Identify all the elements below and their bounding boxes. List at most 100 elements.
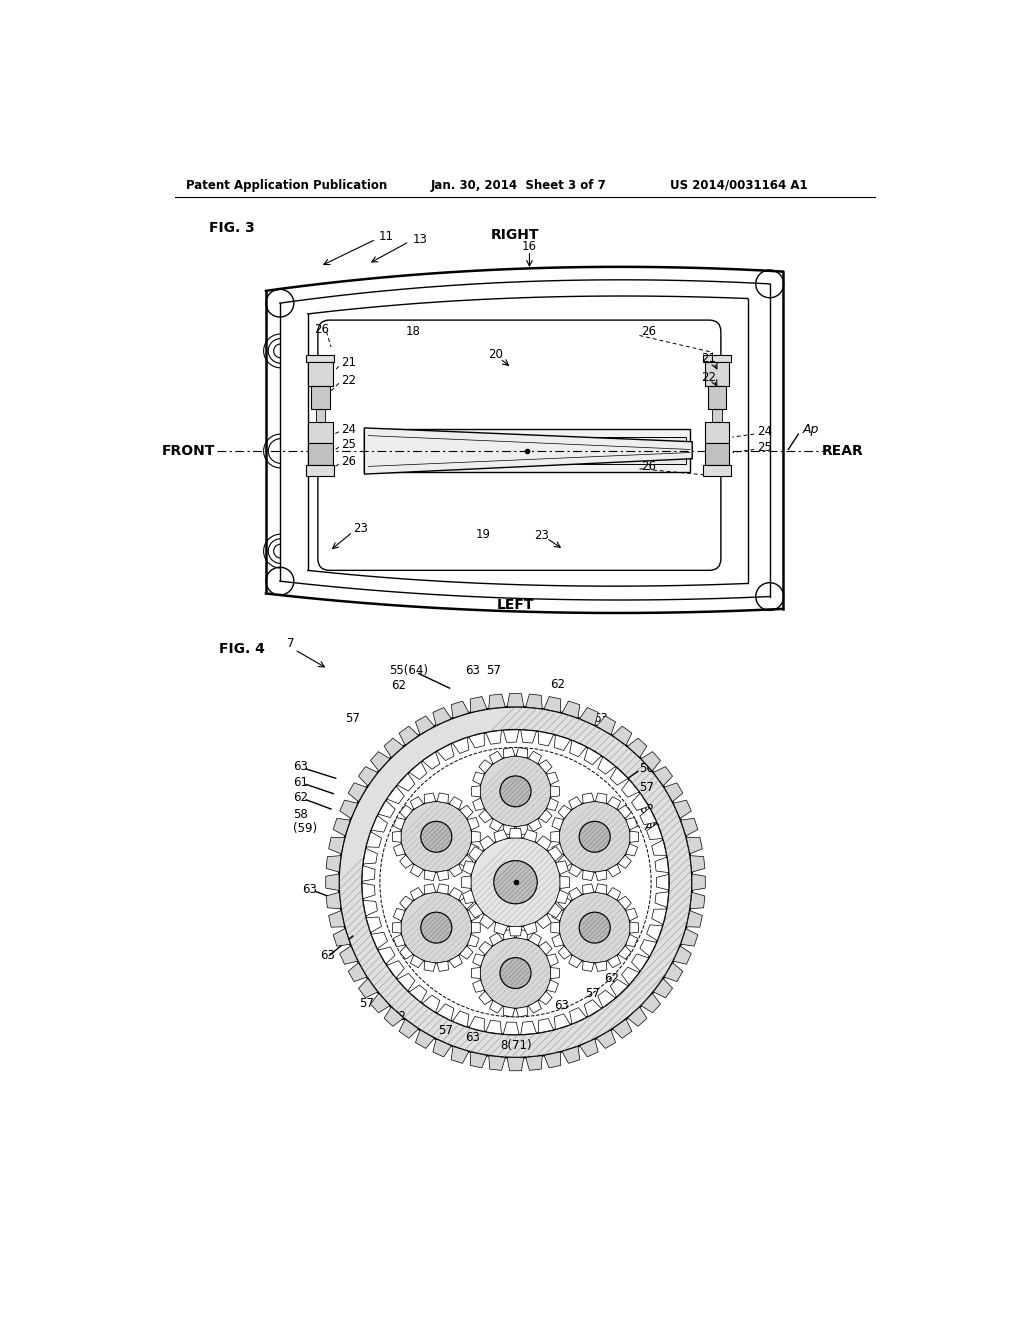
- Polygon shape: [410, 985, 427, 1002]
- Bar: [708, 385, 726, 409]
- Circle shape: [400, 892, 472, 964]
- Polygon shape: [473, 954, 484, 966]
- Bar: [705, 444, 729, 465]
- Polygon shape: [686, 911, 702, 927]
- Polygon shape: [569, 1007, 587, 1024]
- Circle shape: [756, 582, 783, 610]
- Text: 62: 62: [391, 680, 407, 693]
- Polygon shape: [472, 785, 480, 797]
- Polygon shape: [411, 956, 424, 968]
- Polygon shape: [626, 817, 638, 830]
- Polygon shape: [560, 876, 569, 888]
- Polygon shape: [665, 962, 683, 982]
- Polygon shape: [473, 772, 484, 784]
- Polygon shape: [470, 1052, 487, 1068]
- Polygon shape: [399, 805, 413, 818]
- Polygon shape: [656, 874, 669, 890]
- Text: 62: 62: [604, 972, 618, 985]
- Polygon shape: [595, 961, 607, 972]
- Text: 8(71): 8(71): [500, 1039, 531, 1052]
- Polygon shape: [469, 733, 484, 748]
- Polygon shape: [632, 793, 648, 810]
- Bar: [315, 409, 325, 465]
- Circle shape: [480, 756, 551, 826]
- Polygon shape: [469, 1016, 484, 1031]
- Polygon shape: [471, 832, 480, 842]
- Polygon shape: [463, 861, 475, 875]
- Polygon shape: [452, 1047, 469, 1064]
- Polygon shape: [537, 836, 551, 850]
- Text: 26: 26: [314, 323, 329, 335]
- Circle shape: [400, 801, 472, 873]
- Bar: [703, 355, 731, 363]
- Polygon shape: [424, 793, 435, 804]
- Polygon shape: [326, 874, 339, 891]
- Polygon shape: [528, 1001, 542, 1014]
- Polygon shape: [437, 1003, 454, 1020]
- Polygon shape: [507, 1057, 524, 1071]
- Polygon shape: [665, 783, 683, 801]
- Text: 57: 57: [586, 987, 600, 1001]
- Polygon shape: [595, 793, 607, 804]
- Polygon shape: [423, 752, 440, 770]
- Bar: [308, 422, 333, 444]
- Polygon shape: [651, 840, 667, 855]
- Bar: [369, 437, 686, 465]
- Polygon shape: [539, 941, 552, 954]
- Polygon shape: [397, 973, 415, 991]
- Polygon shape: [479, 991, 493, 1005]
- Polygon shape: [597, 1030, 615, 1048]
- Polygon shape: [655, 892, 669, 907]
- Polygon shape: [539, 809, 552, 822]
- Bar: [308, 444, 333, 465]
- Polygon shape: [489, 818, 503, 832]
- Circle shape: [421, 821, 452, 853]
- Polygon shape: [365, 428, 692, 474]
- Polygon shape: [607, 887, 621, 900]
- Text: 55(64): 55(64): [389, 664, 428, 677]
- Polygon shape: [547, 772, 558, 784]
- Polygon shape: [558, 896, 571, 909]
- Polygon shape: [333, 818, 350, 836]
- Text: 22: 22: [701, 371, 717, 384]
- Polygon shape: [469, 903, 483, 917]
- Polygon shape: [397, 774, 415, 791]
- Polygon shape: [460, 855, 473, 869]
- Polygon shape: [523, 923, 537, 935]
- Bar: [306, 355, 334, 363]
- Polygon shape: [641, 994, 660, 1012]
- Polygon shape: [392, 923, 401, 933]
- Polygon shape: [528, 818, 542, 832]
- Polygon shape: [371, 994, 390, 1012]
- Text: Jan. 30, 2014  Sheet 3 of 7: Jan. 30, 2014 Sheet 3 of 7: [430, 178, 606, 191]
- Polygon shape: [399, 855, 413, 869]
- Polygon shape: [646, 824, 663, 840]
- Text: 22: 22: [341, 374, 356, 387]
- Polygon shape: [598, 990, 615, 1007]
- Text: FIG. 4: FIG. 4: [219, 642, 265, 656]
- Polygon shape: [628, 1007, 647, 1026]
- Polygon shape: [460, 805, 473, 818]
- Polygon shape: [326, 855, 341, 873]
- Polygon shape: [489, 933, 503, 945]
- Polygon shape: [692, 874, 706, 891]
- Polygon shape: [528, 933, 542, 945]
- Polygon shape: [416, 1030, 434, 1048]
- Text: 26: 26: [641, 325, 656, 338]
- Polygon shape: [523, 829, 537, 842]
- Polygon shape: [552, 935, 563, 946]
- Polygon shape: [494, 829, 508, 842]
- Circle shape: [559, 801, 631, 873]
- Polygon shape: [690, 855, 705, 873]
- Polygon shape: [610, 767, 628, 785]
- Polygon shape: [479, 941, 493, 954]
- Circle shape: [266, 289, 294, 317]
- Text: 62: 62: [391, 1010, 407, 1023]
- Circle shape: [580, 821, 610, 853]
- Polygon shape: [558, 805, 571, 818]
- Polygon shape: [548, 846, 562, 862]
- Circle shape: [580, 912, 610, 942]
- Polygon shape: [674, 800, 691, 818]
- Polygon shape: [340, 946, 357, 965]
- Text: 57: 57: [438, 1023, 453, 1036]
